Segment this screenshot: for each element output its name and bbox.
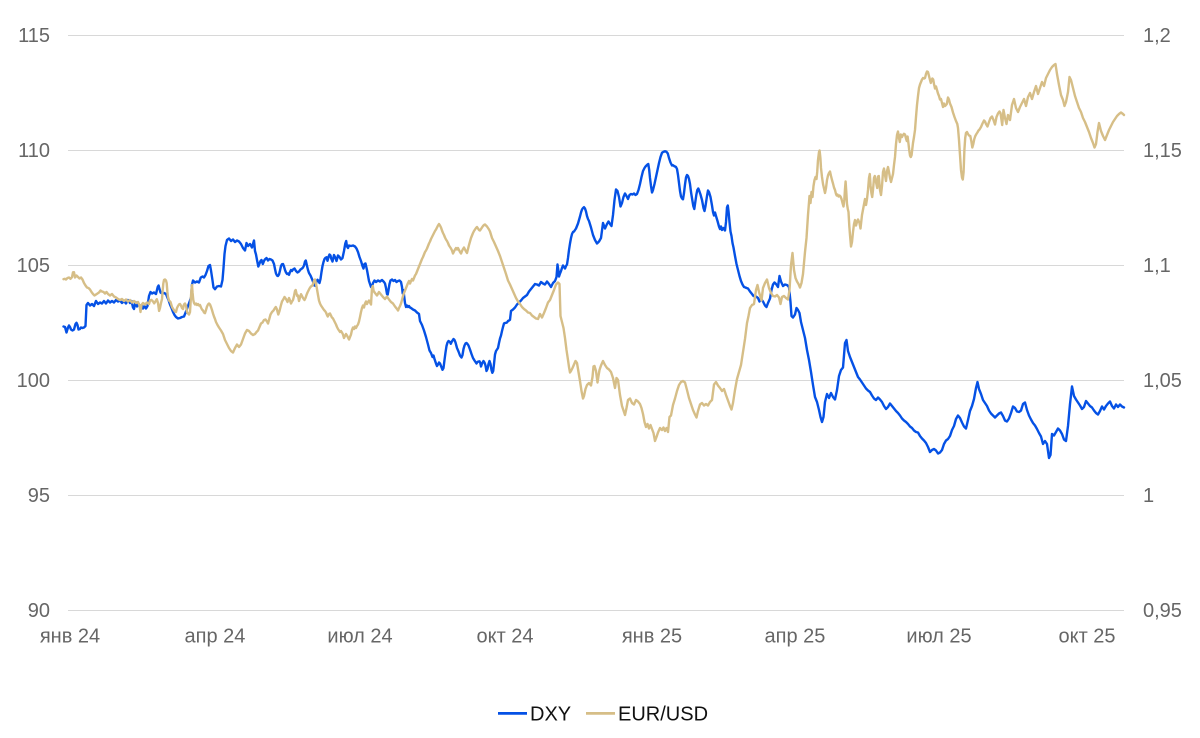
svg-text:105: 105: [17, 255, 50, 277]
svg-text:1: 1: [1143, 485, 1154, 507]
svg-text:95: 95: [28, 485, 50, 507]
svg-text:1,1: 1,1: [1143, 255, 1171, 277]
svg-text:115: 115: [18, 25, 50, 47]
svg-text:0,95: 0,95: [1143, 600, 1182, 622]
svg-text:янв 24: янв 24: [40, 626, 100, 648]
svg-text:110: 110: [18, 140, 50, 162]
svg-text:июл 24: июл 24: [327, 626, 392, 648]
svg-text:апр 24: апр 24: [185, 626, 246, 648]
svg-text:янв 25: янв 25: [622, 626, 682, 648]
svg-text:апр 25: апр 25: [765, 626, 826, 648]
svg-text:окт 25: окт 25: [1058, 626, 1115, 648]
svg-text:июл 25: июл 25: [906, 626, 971, 648]
svg-text:EUR/USD: EUR/USD: [618, 704, 708, 726]
svg-text:DXY: DXY: [530, 704, 571, 726]
svg-text:100: 100: [17, 370, 50, 392]
svg-text:1,15: 1,15: [1143, 140, 1182, 162]
svg-text:1,2: 1,2: [1143, 25, 1171, 47]
svg-text:окт 24: окт 24: [476, 626, 533, 648]
svg-text:90: 90: [28, 600, 50, 622]
svg-text:1,05: 1,05: [1143, 370, 1182, 392]
